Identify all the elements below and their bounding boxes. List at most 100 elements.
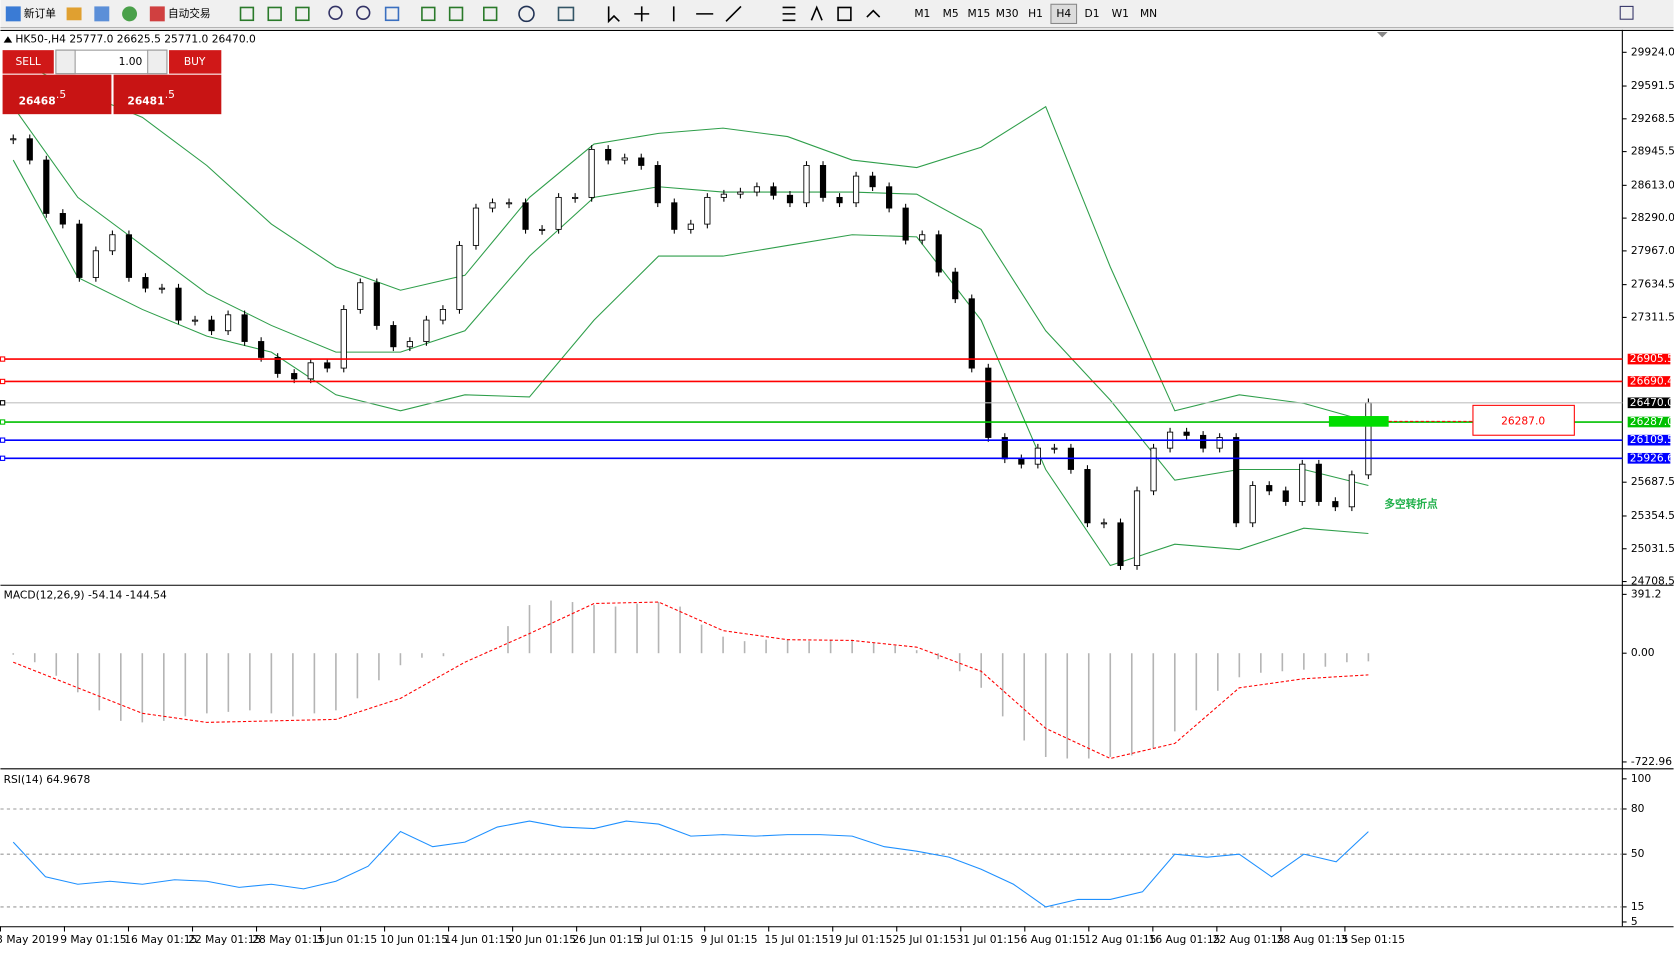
- toolbar-tools[interactable]: [239, 5, 881, 24]
- x-tick-label: 10 Jun 01:15: [380, 933, 448, 946]
- x-tick-label: 3 Jul 01:15: [636, 933, 693, 946]
- timeframe[interactable]: M1: [914, 7, 930, 20]
- rsi-panel: RSI(14) 64.9678 100 80 50 15 5: [0, 772, 1651, 928]
- tool-icon[interactable]: [483, 6, 498, 22]
- zoom-in[interactable]: [328, 5, 343, 21]
- buy-price[interactable]: 26481: [127, 94, 164, 107]
- tool-icon[interactable]: [557, 6, 575, 22]
- x-tick-label: 22 Aug 01:15: [1213, 933, 1285, 946]
- bollinger-upper: [13, 58, 1369, 422]
- sell-button[interactable]: [2, 50, 54, 74]
- candle: [390, 325, 397, 348]
- y-tick-label: 28613.0: [1631, 178, 1674, 191]
- candle: [869, 175, 876, 188]
- buy-button[interactable]: [169, 50, 222, 74]
- panel-title: MACD(12,26,9) -54.14 -144.54: [4, 588, 167, 601]
- x-tick-label: 14 Jun 01:15: [444, 933, 512, 946]
- icon[interactable]: [66, 7, 82, 21]
- candle: [43, 159, 50, 214]
- level-label-box: [1627, 416, 1671, 428]
- new-order-icon[interactable]: [5, 6, 21, 22]
- candle: [538, 228, 546, 231]
- search[interactable]: [1619, 5, 1634, 20]
- candle: [952, 271, 959, 300]
- level-label: 26470.0: [1630, 396, 1674, 409]
- y-tick-label: 391.2: [1631, 587, 1662, 600]
- tool-icon[interactable]: [421, 6, 436, 22]
- new-order[interactable]: 新订单: [24, 7, 56, 20]
- lots[interactable]: 1.00: [119, 55, 143, 68]
- level-handle: [0, 455, 6, 461]
- candle: [588, 148, 595, 198]
- timeframe[interactable]: W1: [1112, 7, 1129, 20]
- x-tick-label: 12 Aug 01:15: [1085, 933, 1157, 946]
- fib-tool[interactable]: [782, 6, 796, 22]
- candle: [555, 196, 562, 230]
- y-tick-label: 100: [1631, 772, 1652, 785]
- timeframe[interactable]: H1: [1028, 7, 1043, 20]
- arrow-tool[interactable]: [866, 9, 881, 18]
- sell-price-big[interactable]: .5: [56, 88, 66, 101]
- y-tick-label: 27967.0: [1631, 244, 1674, 257]
- sell-label[interactable]: SELL: [15, 55, 40, 68]
- toolbar: [0, 0, 1674, 28]
- candle: [919, 234, 926, 241]
- icon[interactable]: [94, 6, 110, 22]
- candle: [1365, 402, 1372, 476]
- cursor-tool[interactable]: [607, 6, 620, 24]
- macd-panel: MACD(12,26,9) -54.14 -144.54 391.2 0.00 -72…: [4, 587, 1673, 768]
- trend-tool[interactable]: [725, 5, 742, 22]
- y-tick-label: 27311.5: [1631, 310, 1674, 323]
- candle: [1233, 437, 1240, 524]
- crosshair-tool[interactable]: [634, 6, 650, 22]
- timeframe[interactable]: M5: [943, 7, 959, 20]
- sell-price[interactable]: 26468: [19, 94, 56, 107]
- sell-price-box[interactable]: [2, 74, 112, 115]
- tool-icon[interactable]: [295, 6, 310, 22]
- timeframe[interactable]: MN: [1140, 7, 1157, 20]
- x-tick-label: 16 May 01:15: [124, 933, 197, 946]
- candle: [605, 148, 612, 161]
- y-tick-label: 27634.5: [1631, 278, 1674, 291]
- candle: [687, 223, 694, 230]
- candle: [621, 157, 628, 161]
- zoom-out[interactable]: [356, 5, 371, 21]
- candle: [968, 298, 975, 369]
- timeframe[interactable]: M15: [968, 7, 991, 20]
- candle: [803, 165, 810, 204]
- auto-trading-icon[interactable]: [149, 6, 165, 22]
- level-label: 25926.6: [1630, 451, 1674, 464]
- buy-price-box[interactable]: [113, 74, 222, 115]
- signal-line: [13, 601, 1369, 760]
- tool-icon[interactable]: [518, 5, 535, 23]
- timeframe[interactable]: H4: [1056, 7, 1071, 20]
- candle: [456, 244, 463, 310]
- chart-area: [0, 29, 1623, 927]
- icon[interactable]: [122, 6, 138, 22]
- lots-down[interactable]: [55, 49, 76, 75]
- level-label-box: [1627, 353, 1671, 365]
- timeframe[interactable]: M30: [996, 7, 1019, 20]
- candle: [439, 309, 447, 321]
- candle: [1150, 447, 1157, 492]
- tool-icon[interactable]: [384, 6, 400, 22]
- label-tool[interactable]: [837, 6, 852, 22]
- text-tool[interactable]: [810, 5, 823, 21]
- level-label: 26287.0: [1630, 415, 1674, 428]
- auto-trading[interactable]: 自动交易: [168, 7, 211, 20]
- level-label-box: [1627, 376, 1671, 387]
- x-tick-label: 28 May 01:15: [252, 933, 325, 946]
- tool-icon[interactable]: [267, 6, 282, 22]
- timeframe[interactable]: D1: [1085, 7, 1100, 20]
- tool-icon[interactable]: [448, 6, 464, 22]
- y-tick-label: -722.96: [1631, 755, 1672, 768]
- tool-icon[interactable]: [239, 6, 255, 22]
- candle: [109, 234, 116, 252]
- x-tick-label: 3 Sep 01:15: [1341, 933, 1405, 946]
- buy-price-big[interactable]: .5: [165, 88, 175, 101]
- buy-label[interactable]: BUY: [184, 55, 206, 68]
- candle: [1315, 463, 1322, 502]
- lots-up[interactable]: [147, 49, 168, 75]
- level-label: 26905.5: [1630, 352, 1674, 365]
- annotation: 多空转折点: [1384, 498, 1438, 511]
